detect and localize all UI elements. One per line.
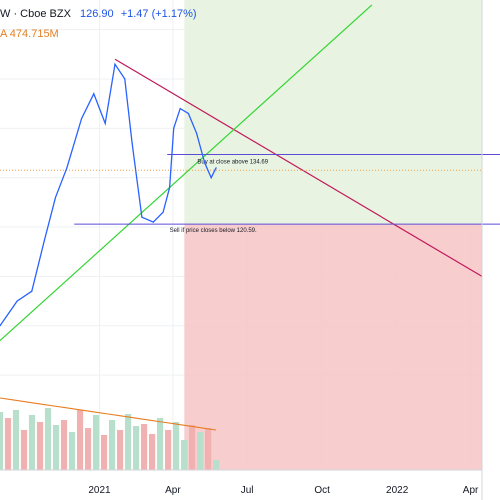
volume-bar-10 bbox=[76, 410, 84, 470]
volume-bar-25 bbox=[197, 432, 204, 470]
trend-lines[interactable] bbox=[0, 4, 483, 342]
price-point-22 bbox=[215, 167, 217, 169]
symbol-name: W · Cboe BZX bbox=[0, 8, 71, 20]
price-point-8 bbox=[104, 122, 106, 124]
profit-zone bbox=[184, 0, 482, 225]
price-point-13 bbox=[152, 221, 154, 223]
volume-legend: A 474.715M bbox=[0, 28, 59, 40]
price-point-5 bbox=[66, 167, 68, 169]
price-point-10 bbox=[124, 78, 126, 80]
volume-bar-5 bbox=[36, 422, 44, 470]
x-tick-label-1: Apr bbox=[165, 485, 181, 496]
volume-bar-9 bbox=[68, 432, 76, 470]
symbol-header: W · Cboe BZX 126.90 +1.47 (+1.17%) bbox=[0, 8, 197, 20]
volume-bar-26 bbox=[205, 428, 212, 470]
price-point-1 bbox=[16, 300, 18, 302]
volume-bar-11 bbox=[84, 428, 92, 470]
x-tick-label-4: 2022 bbox=[386, 485, 409, 496]
volume-bar-13 bbox=[100, 435, 108, 470]
level-lines[interactable]: Buy at close above 134.69 Sell if price c… bbox=[0, 154, 500, 235]
price-point-11 bbox=[131, 142, 133, 144]
price-point-3 bbox=[43, 241, 45, 243]
sell-annotation: Sell if price closes below 120.59. bbox=[170, 228, 257, 234]
volume-bar-20 bbox=[157, 418, 164, 470]
price-point-18 bbox=[187, 112, 189, 115]
risk-zones bbox=[184, 0, 482, 470]
price-point-9 bbox=[114, 63, 116, 65]
price-point-6 bbox=[80, 117, 83, 120]
volume-bar-27 bbox=[213, 460, 220, 470]
volume-bar-0 bbox=[0, 412, 4, 470]
volume-bar-18 bbox=[140, 424, 148, 470]
volume-bar-19 bbox=[149, 434, 156, 470]
x-axis: 2021 Apr Jul Oct 2022 Apr bbox=[0, 0, 483, 500]
volume-value: 474.715M bbox=[9, 28, 59, 40]
volume-bars bbox=[0, 397, 220, 470]
x-tick-label-0: 2021 bbox=[88, 485, 111, 496]
volume-bar-1 bbox=[4, 418, 12, 470]
price-point-4 bbox=[54, 196, 57, 199]
last-price: 126.90 bbox=[79, 8, 114, 20]
volume-bar-14 bbox=[108, 420, 116, 470]
volume-bar-8 bbox=[60, 420, 68, 470]
volume-bar-12 bbox=[92, 415, 100, 470]
price-point-14 bbox=[162, 211, 164, 213]
price-line-0 bbox=[0, 62, 217, 327]
price-point-0 bbox=[0, 325, 1, 327]
price-point-21 bbox=[210, 177, 212, 179]
x-tick-label-2: Jul bbox=[241, 485, 254, 496]
volume-prefix: A bbox=[0, 28, 7, 40]
volume-bar-24 bbox=[189, 425, 196, 470]
price-point-19 bbox=[195, 132, 198, 134]
price-point-12 bbox=[141, 216, 143, 218]
price-point-7 bbox=[93, 93, 95, 95]
volume-moving-average bbox=[0, 397, 217, 431]
price-series bbox=[0, 62, 217, 327]
resistance-trendline bbox=[114, 58, 483, 277]
support-trendline bbox=[0, 4, 373, 342]
x-tick-label-5: Apr bbox=[463, 485, 479, 496]
loss-zone bbox=[184, 224, 482, 470]
x-tick-label-3: Oct bbox=[314, 485, 330, 496]
price-point-15 bbox=[169, 186, 171, 189]
price-point-20 bbox=[204, 162, 206, 164]
buy-annotation: Buy at close above 134.69 bbox=[197, 160, 268, 166]
volume-bar-4 bbox=[28, 415, 36, 470]
price-point-16 bbox=[173, 127, 175, 129]
volume-bar-7 bbox=[52, 425, 60, 470]
volume-bar-3 bbox=[20, 430, 28, 470]
price-change: +1.47 (+1.17%) bbox=[120, 8, 197, 20]
volume-bar-15 bbox=[116, 430, 124, 470]
volume-bar-16 bbox=[124, 414, 132, 470]
volume-bar-6 bbox=[44, 408, 52, 470]
price-point-17 bbox=[179, 107, 181, 110]
volume-bar-17 bbox=[132, 426, 140, 470]
volume-bar-22 bbox=[173, 422, 180, 470]
price-point-2 bbox=[31, 290, 33, 292]
volume-bar-21 bbox=[165, 430, 172, 470]
volume-bar-2 bbox=[12, 410, 20, 470]
volume-bar-23 bbox=[181, 440, 188, 470]
